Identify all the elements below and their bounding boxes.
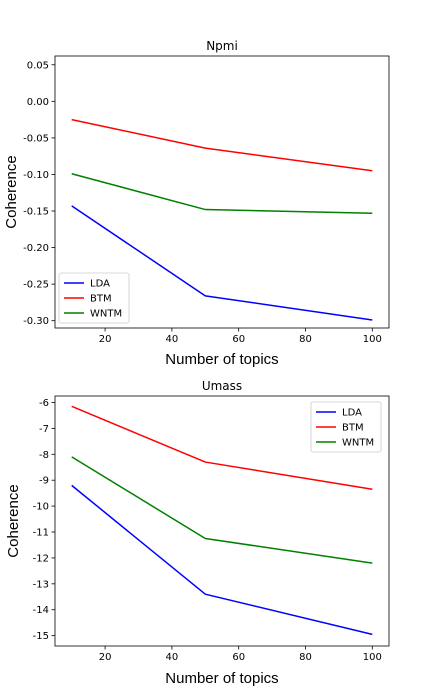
legend-label-wntm: WNTM — [90, 309, 122, 320]
y-tick-label: -7 — [39, 424, 49, 435]
series-line-btm — [71, 405, 373, 491]
y-tick-label: -0.30 — [23, 316, 49, 327]
x-tick-label: 100 — [363, 652, 382, 663]
y-tick-label: 0.00 — [27, 97, 49, 108]
plot-frame — [54, 55, 390, 329]
chart-title: Npmi — [206, 39, 238, 53]
y-tick-label: -0.10 — [23, 170, 49, 181]
series-line-btm — [71, 118, 373, 172]
series-line-wntm — [71, 172, 373, 214]
series-line-wntm — [71, 456, 373, 564]
y-tick-label: -8 — [39, 450, 49, 461]
y-tick-label: -0.15 — [23, 207, 49, 218]
y-tick-label: -6 — [39, 398, 49, 409]
legend-label-wntm: WNTM — [342, 438, 374, 449]
x-tick-label: 20 — [99, 334, 112, 345]
y-tick-label: 0.05 — [27, 60, 49, 71]
y-axis-label: Coherence — [3, 155, 20, 228]
x-tick-label: 60 — [232, 652, 245, 663]
y-tick-label: -11 — [33, 528, 49, 539]
legend: LDA BTM WNTM — [58, 272, 130, 324]
legend-box — [58, 272, 130, 324]
x-tick-label: 60 — [232, 334, 245, 345]
legend-label-btm: BTM — [342, 423, 364, 434]
x-tick-label: 80 — [299, 652, 312, 663]
y-tick-label: -14 — [33, 605, 49, 616]
x-tick-label: 100 — [363, 334, 382, 345]
y-tick-label: -0.20 — [23, 243, 49, 254]
subplot-1: Npmi 20 40 60 80 100 0.05 0.00 -0.05 -0.10 -0.15 -0… — [3, 39, 390, 368]
subplot-2: Umass 20 40 60 80 100 -6 -7 -8 -9 -10 -11 -12 -13 -14 -… — [5, 379, 390, 687]
y-tick-label: -13 — [33, 579, 49, 590]
series-line-lda — [71, 205, 373, 321]
x-axis-label: Number of topics — [165, 670, 278, 687]
legend-box — [310, 401, 382, 453]
x-tick-label: 20 — [99, 652, 112, 663]
chart-title: Umass — [202, 379, 242, 393]
legend-label-btm: BTM — [90, 294, 112, 305]
legend-label-lda: LDA — [90, 279, 110, 290]
y-tick-label: -12 — [33, 553, 49, 564]
x-axis-label: Number of topics — [165, 351, 278, 368]
y-tick-label: -15 — [33, 631, 49, 642]
legend: LDA BTM WNTM — [310, 401, 382, 453]
y-tick-label: -10 — [33, 502, 49, 513]
x-tick-label: 80 — [299, 334, 312, 345]
y-axis-label: Coherence — [5, 484, 22, 557]
series-line-lda — [71, 484, 373, 636]
plot-frame — [54, 395, 390, 647]
y-tick-label: -0.05 — [23, 133, 49, 144]
y-tick-label: -9 — [39, 476, 49, 487]
legend-label-lda: LDA — [342, 408, 362, 419]
x-tick-label: 40 — [166, 334, 179, 345]
y-tick-label: -0.25 — [23, 280, 49, 291]
x-tick-label: 40 — [166, 652, 179, 663]
